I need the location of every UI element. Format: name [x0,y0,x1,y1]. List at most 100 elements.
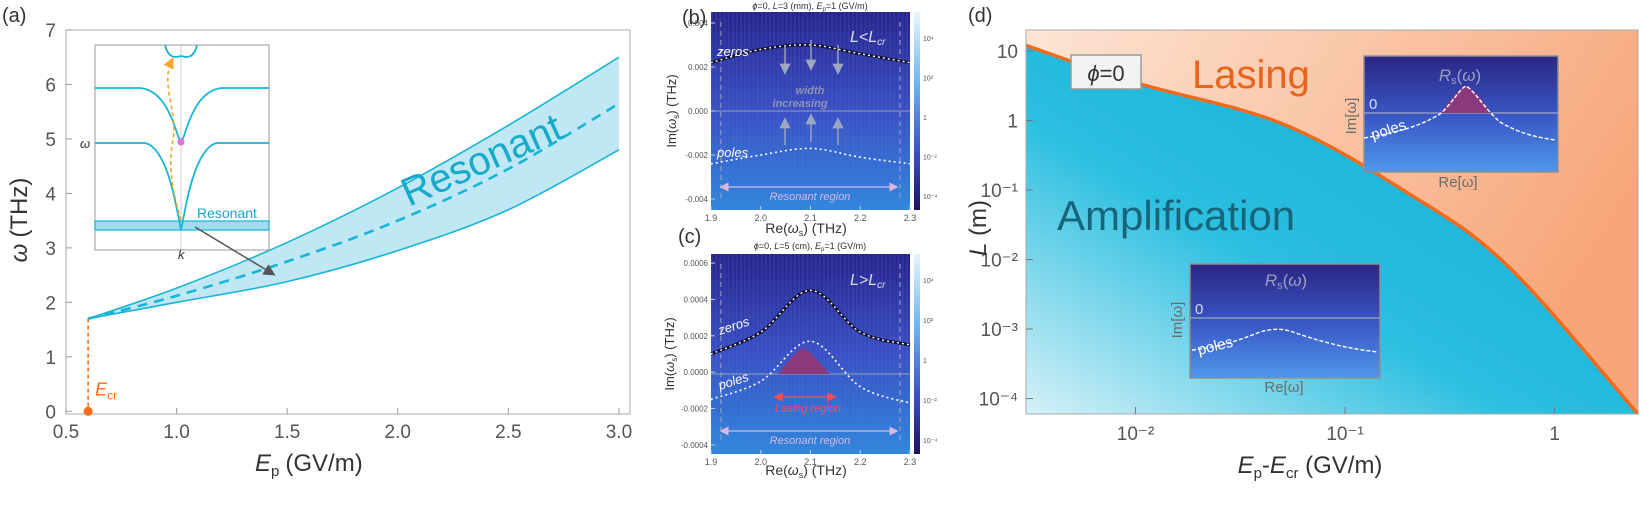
x-tick-label: 2.5 [495,422,521,443]
y-tick-label: 0.0002 [684,332,709,341]
y-tick-label: 10 [997,42,1018,63]
heatmap-stripe [731,254,734,454]
phase-label-box [1070,54,1142,90]
panel-b-corner-label: L<Lcr [850,29,886,48]
x-tick-label: 0.5 [53,422,79,443]
x-tick-label: 1 [1549,424,1560,445]
y-tick-label: 0.000 [688,107,709,116]
inset-x-label: k [178,247,186,262]
heatmap-stripe [860,254,863,454]
heatmap-stripe [839,254,842,454]
heatmap-stripe [876,254,879,454]
colorbar-tick-label: 10⁴ [923,36,934,43]
heatmap-stripe [905,254,908,454]
inset-lower-title: Rs(ω) [1265,271,1307,292]
inset-upper-lasing [1441,86,1491,113]
x-tick-label: 2.2 [854,457,867,467]
panel-a-tag: (a) [2,5,26,27]
lasing-region-label: Lasing region [775,403,841,415]
inset-upper-y-label: Im[ω] [1343,98,1360,135]
colorbar-tick-label: 10⁻² [923,155,937,162]
panel-c-title: ϕ=0, L=5 (cm), Ep=1 (GV/m) [754,241,866,253]
amplification-region-name: Amplification [1057,192,1295,239]
panel-d: (d) 10⁻² 10⁻¹ 1 10 1 10⁻¹ 10⁻² 10⁻³ 10⁻⁴ ϕ=0 Las… [965,5,1640,482]
dispersion-inset: Resonant k ω [80,44,276,276]
panel-c-region-label: Resonant region [770,435,851,447]
inset-upper-poles [1363,85,1557,141]
band-center-line [87,102,620,320]
heatmap-stripe [760,254,763,454]
panel-d-x-label: Ep-Ecr (GV/m) [1238,452,1383,482]
heatmap-stripe [872,254,875,454]
heatmap-stripe [735,254,738,454]
inset-lower-poles [1191,328,1379,353]
heatmap-stripe [822,254,825,454]
panel-b-colorbar [914,12,920,210]
y-tick-label: 0.002 [688,63,709,72]
x-tick-label: 2.3 [904,457,917,467]
y-tick-label: 0.004 [688,19,709,28]
y-tick-label: 10⁻⁴ [979,390,1018,411]
inset-frame [94,44,270,251]
panel-c: (c) ϕ=0, L=5 (cm), Ep=1 (GV/m) 1.9 2.0 2.1… [662,226,938,480]
x-tick-label: 2.3 [904,213,917,223]
inset-lower-x-label: Re[ω] [1264,379,1303,396]
heatmap-stripe [727,254,730,454]
heatmap-stripe [843,254,846,454]
y-axis-label: ω(THz) [6,178,33,263]
lasing-region-name: Lasing [1192,53,1310,97]
x-tick-label: 2.1 [804,457,817,467]
colorbar-tick-label: 1 [923,115,927,122]
panel-b-tag: (b) [682,7,706,29]
heatmap-stripe [868,254,871,454]
y-tick-label: 1 [1007,111,1018,132]
poles-curve [710,340,911,404]
y-tick-label: 10⁻² [981,251,1019,272]
panel-d-y-label: L (m) [965,200,992,256]
panel-b-zeros-label: zeros [716,44,749,59]
panel-d-ticks: 10⁻² 10⁻¹ 1 10 1 10⁻¹ 10⁻² 10⁻³ 10⁻⁴ [979,42,1560,445]
inset-lower-zero: 0 [1195,301,1203,318]
heatmap-stripe [851,254,854,454]
amplification-area [1026,45,1638,414]
panel-b-poles-label: poles [716,145,749,160]
heatmap-stripe [885,254,888,454]
y-tick-label: 3 [45,239,56,260]
inset-top-branch [164,44,198,58]
x-tick-label: 2.0 [754,457,767,467]
y-tick-label: 10⁻¹ [981,181,1019,202]
y-tick-label: -0.004 [685,195,708,204]
panel-b-ticks: 1.9 2.0 2.1 2.2 2.3 0.004 0.002 0.000 -0.002 -0.0… [685,19,916,223]
heatmap-stripe [856,254,859,454]
heatmap-stripe [781,254,784,454]
panel-d-tag: (d) [968,5,992,27]
y-tick-label: 5 [45,130,56,151]
heatmap-stripe [864,254,867,454]
x-tick-label: 2.2 [854,213,867,223]
heatmap-stripe [810,254,813,454]
panel-c-data [710,288,911,404]
x-tick-label: 10⁻² [1117,424,1155,445]
x-tick-label: 2.0 [385,422,411,443]
panel-a-ticks: 0.5 1.0 1.5 2.0 2.5 3.0 0 1 2 3 4 5 6 7 [45,21,632,443]
panel-b-colorbar-ticks: 10⁴ 10² 1 10⁻² 10⁻⁴ [923,36,938,201]
band-upper-edge [87,56,620,320]
heatmap-stripe [893,254,896,454]
inset-band-label: Resonant [197,205,257,221]
heatmap-stripe [897,254,900,454]
critical-point [83,406,93,416]
inset-upper: Rs(ω) 0 poles Im[ω] Re[ω] [1343,55,1559,191]
panel-b: (b) ϕ=0, L=3 (mm), Ep=1 (GV/m) 1.9 2.0 2.1… [664,1,938,238]
y-tick-label: 0.0000 [684,368,709,377]
panel-d-frame [1025,29,1639,415]
heatmap-stripe [880,254,883,454]
inset-upper-title: Rs(ω) [1439,66,1481,87]
heatmap-stripe [719,254,722,454]
heatmap-stripe [847,254,850,454]
colorbar-tick-label: 10² [923,76,934,83]
colorbar-tick-label: 10⁴ [923,278,934,285]
panel-b-y-label: Im(ωs) (THz) [664,74,681,147]
colorbar-tick-label: 10² [923,318,934,325]
x-tick-label: 2.0 [754,213,767,223]
colorbar-tick-label: 10⁻⁴ [923,194,938,201]
